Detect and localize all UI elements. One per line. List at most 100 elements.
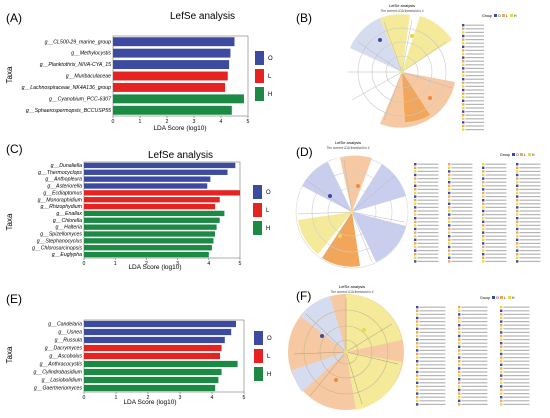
legend-row-line bbox=[465, 31, 484, 33]
legend-row-line bbox=[503, 364, 530, 366]
legend-row-swatch bbox=[458, 388, 461, 392]
legend-row-line bbox=[465, 111, 484, 113]
legend-row-line bbox=[417, 178, 439, 180]
taxon-label: g__Stephanocyclus bbox=[37, 238, 83, 244]
legend-entry: L bbox=[506, 14, 508, 18]
legend-row-line bbox=[503, 396, 530, 398]
node-marker-l bbox=[428, 96, 432, 100]
legend-row-swatch bbox=[516, 260, 519, 263]
legend-row-swatch bbox=[414, 191, 417, 195]
panel-label-c: (C) bbox=[6, 142, 23, 156]
bar-h bbox=[84, 245, 212, 251]
legend-row-swatch bbox=[416, 316, 419, 320]
legend-row-line bbox=[417, 185, 439, 187]
clade-sector-l bbox=[340, 155, 372, 212]
legend-row-line bbox=[417, 203, 439, 205]
legend-row-swatch bbox=[482, 245, 485, 249]
legend-row-swatch bbox=[458, 367, 461, 370]
x-axis-label-e: LDA Score (log10) bbox=[123, 399, 176, 406]
legend-row-swatch bbox=[516, 227, 519, 231]
legend-row-swatch bbox=[458, 309, 461, 312]
legend-row-line bbox=[461, 313, 488, 315]
legend-row-swatch bbox=[448, 260, 451, 263]
legend-row-swatch bbox=[448, 170, 451, 173]
legend-entry: O bbox=[496, 296, 499, 300]
panel-label-f: (F) bbox=[296, 289, 311, 303]
x-tick-label: 5 bbox=[239, 261, 242, 267]
legend-row-line bbox=[485, 242, 507, 244]
bar-o bbox=[84, 162, 236, 169]
legend-row-line bbox=[503, 389, 530, 391]
legend-row-line bbox=[419, 364, 446, 366]
legend-row-swatch bbox=[414, 238, 417, 241]
legend-row-line bbox=[419, 396, 446, 398]
bar-h bbox=[84, 224, 217, 230]
x-tick-label: 2 bbox=[147, 395, 150, 401]
legend-row-swatch bbox=[462, 56, 465, 59]
legend-row-line bbox=[417, 257, 439, 259]
legend-row-swatch bbox=[448, 163, 451, 166]
bar-l bbox=[113, 82, 226, 92]
legend-swatch-h bbox=[508, 296, 511, 299]
legend-row-line bbox=[461, 321, 488, 323]
clade-sector-o bbox=[302, 162, 352, 212]
legend-row-swatch bbox=[416, 396, 419, 399]
legend-row-line bbox=[519, 203, 541, 205]
x-tick-label: 0 bbox=[112, 119, 115, 125]
legend-row-line bbox=[465, 121, 484, 123]
legend-row-line bbox=[419, 313, 446, 315]
legend-row-line bbox=[451, 167, 473, 169]
clade-sector-o bbox=[350, 18, 402, 72]
legend-row-line bbox=[465, 46, 484, 48]
legend-label: O bbox=[266, 190, 271, 196]
legend-row-line bbox=[503, 371, 530, 373]
legend-row-swatch bbox=[414, 245, 417, 249]
legend-row-line bbox=[461, 357, 488, 359]
legend-row-swatch bbox=[500, 334, 503, 338]
clade-sector-h bbox=[346, 294, 402, 352]
legend-row-swatch bbox=[516, 220, 519, 223]
taxon-label: g__Chlorella bbox=[53, 218, 82, 224]
legend-row-swatch bbox=[500, 309, 503, 312]
legend-row-swatch bbox=[448, 249, 451, 252]
legend-row-line bbox=[417, 188, 439, 190]
legend-row-swatch bbox=[516, 177, 519, 180]
legend-row-line bbox=[451, 196, 473, 198]
legend-row-line bbox=[417, 239, 439, 241]
legend-row-swatch bbox=[462, 128, 465, 131]
legend-swatch-o bbox=[255, 51, 264, 65]
legend-row-swatch bbox=[448, 166, 451, 169]
legend-row-line bbox=[461, 385, 488, 387]
taxon-label: g__Usnea bbox=[58, 330, 82, 336]
legend-row-line bbox=[465, 93, 484, 95]
legend-row-swatch bbox=[458, 316, 461, 320]
legend-row-line bbox=[419, 367, 446, 369]
legend-row-line bbox=[503, 306, 530, 308]
node-marker-h bbox=[410, 34, 414, 38]
legend-row-swatch bbox=[458, 338, 461, 341]
legend-row-line bbox=[519, 196, 541, 198]
legend-row-line bbox=[461, 378, 488, 380]
taxon-label: g__Spizellomyces bbox=[40, 232, 82, 238]
legend-row-swatch bbox=[414, 235, 417, 238]
bar-h bbox=[84, 238, 214, 244]
legend-row-line bbox=[485, 214, 507, 216]
legend-swatch-o bbox=[492, 296, 495, 299]
x-axis-label-c: LDA Score (log10) bbox=[128, 264, 181, 271]
legend-row-swatch bbox=[500, 381, 503, 384]
clade-sector-o bbox=[352, 164, 406, 212]
legend-row-line bbox=[461, 342, 488, 344]
legend-row-swatch bbox=[482, 184, 485, 187]
legend-row-line bbox=[417, 181, 439, 183]
x-tick-label: 4 bbox=[211, 395, 214, 401]
legend-row-swatch bbox=[516, 163, 519, 166]
legend-row-swatch bbox=[416, 370, 419, 374]
legend-row-swatch bbox=[416, 324, 419, 327]
cladogram-subtitle-b: The current LDA threshold is 4 bbox=[380, 9, 423, 13]
node-marker-o bbox=[320, 334, 324, 338]
legend-label: O bbox=[267, 336, 272, 342]
legend-row-line bbox=[485, 206, 507, 208]
legend-row-swatch bbox=[458, 399, 461, 402]
legend-row-swatch bbox=[414, 253, 417, 256]
legend-row-line bbox=[465, 35, 484, 37]
